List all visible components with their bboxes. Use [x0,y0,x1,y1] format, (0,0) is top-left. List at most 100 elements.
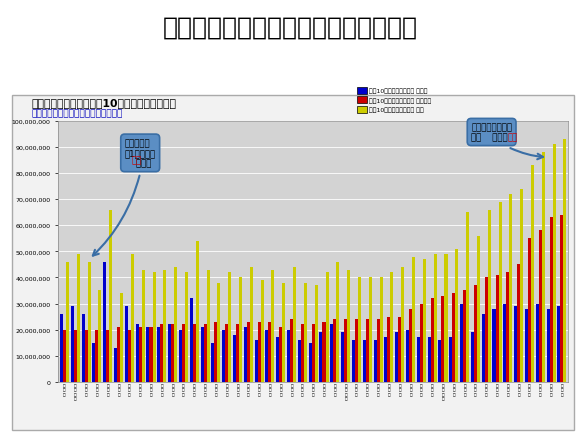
Bar [136,325,139,382]
Bar [279,327,282,382]
Bar [215,322,218,382]
Bar [290,319,293,382]
Bar [298,340,301,382]
Bar [492,309,495,382]
Bar [434,254,437,382]
Bar [117,327,120,382]
Bar [525,309,528,382]
Bar [120,293,123,382]
Bar [455,249,458,382]
Text: 秋田: 秋田 [508,133,518,141]
Bar [466,213,469,382]
Text: （入所施設費用の少ない順にソート）: （入所施設費用の少ない順にソート） [32,109,124,118]
Bar [106,330,109,382]
Bar [528,239,531,382]
Bar [450,338,452,382]
Bar [109,210,113,382]
Bar [352,340,355,382]
Bar [374,340,376,382]
Bar [255,340,258,382]
Bar [211,343,215,382]
Bar [250,267,253,382]
Bar [499,202,502,382]
Bar [563,140,567,382]
Bar [201,327,204,382]
Bar [164,270,166,382]
Bar [239,278,242,382]
Bar [190,299,193,382]
Bar [228,273,231,382]
Bar [311,325,315,382]
Bar [309,343,311,382]
Bar [206,270,209,382]
Bar [139,327,142,382]
Bar [401,267,404,382]
Bar [168,325,171,382]
Bar [179,330,182,382]
Bar [477,236,480,382]
Bar [236,325,239,382]
Bar [517,265,520,382]
Bar [423,260,426,382]
Bar [92,343,96,382]
Bar [244,327,247,382]
Bar [550,218,553,382]
Bar [147,327,150,382]
Text: 人口10万人当たり費用額 入所施設: 人口10万人当たり費用額 入所施設 [369,98,432,103]
Bar [258,322,260,382]
Bar [266,330,269,382]
Text: 大阪: 大阪 [132,155,142,164]
Bar [150,327,153,382]
Bar [293,267,296,382]
Bar [553,145,556,382]
Bar [269,322,271,382]
Bar [409,309,412,382]
Bar [452,293,455,382]
Bar [441,296,444,382]
Bar [222,330,225,382]
Bar [77,254,80,382]
Bar [282,283,285,382]
Bar [430,299,434,382]
Bar [315,286,318,382]
Bar [406,330,409,382]
Bar [362,340,366,382]
Bar [417,338,420,382]
Bar [233,335,236,382]
Bar [260,280,264,382]
Bar [174,267,177,382]
Bar [560,215,563,382]
Bar [125,306,128,382]
Bar [271,270,274,382]
Bar [509,194,512,382]
Bar [341,332,344,382]
Bar [85,330,88,382]
Bar [103,262,106,382]
Bar [171,325,174,382]
Bar [444,254,448,382]
Bar [322,322,325,382]
Bar [301,325,304,382]
Bar [460,304,463,382]
Bar [66,262,69,382]
Bar [514,306,517,382]
Bar [427,338,430,382]
Bar [96,330,99,382]
Text: 人口10万人当たり費用額 合計: 人口10万人当たり費用額 合計 [369,108,424,113]
Bar [557,306,560,382]
Bar [376,319,379,382]
Bar [485,278,488,382]
Bar [358,278,361,382]
Bar [204,325,206,382]
Bar [287,330,290,382]
Bar [387,317,390,382]
Bar [347,270,350,382]
Bar [185,273,188,382]
Bar [304,283,307,382]
Bar [366,319,369,382]
Bar [438,340,441,382]
Bar [520,189,523,382]
Bar [153,273,155,382]
Bar [385,338,387,382]
Bar [390,273,393,382]
